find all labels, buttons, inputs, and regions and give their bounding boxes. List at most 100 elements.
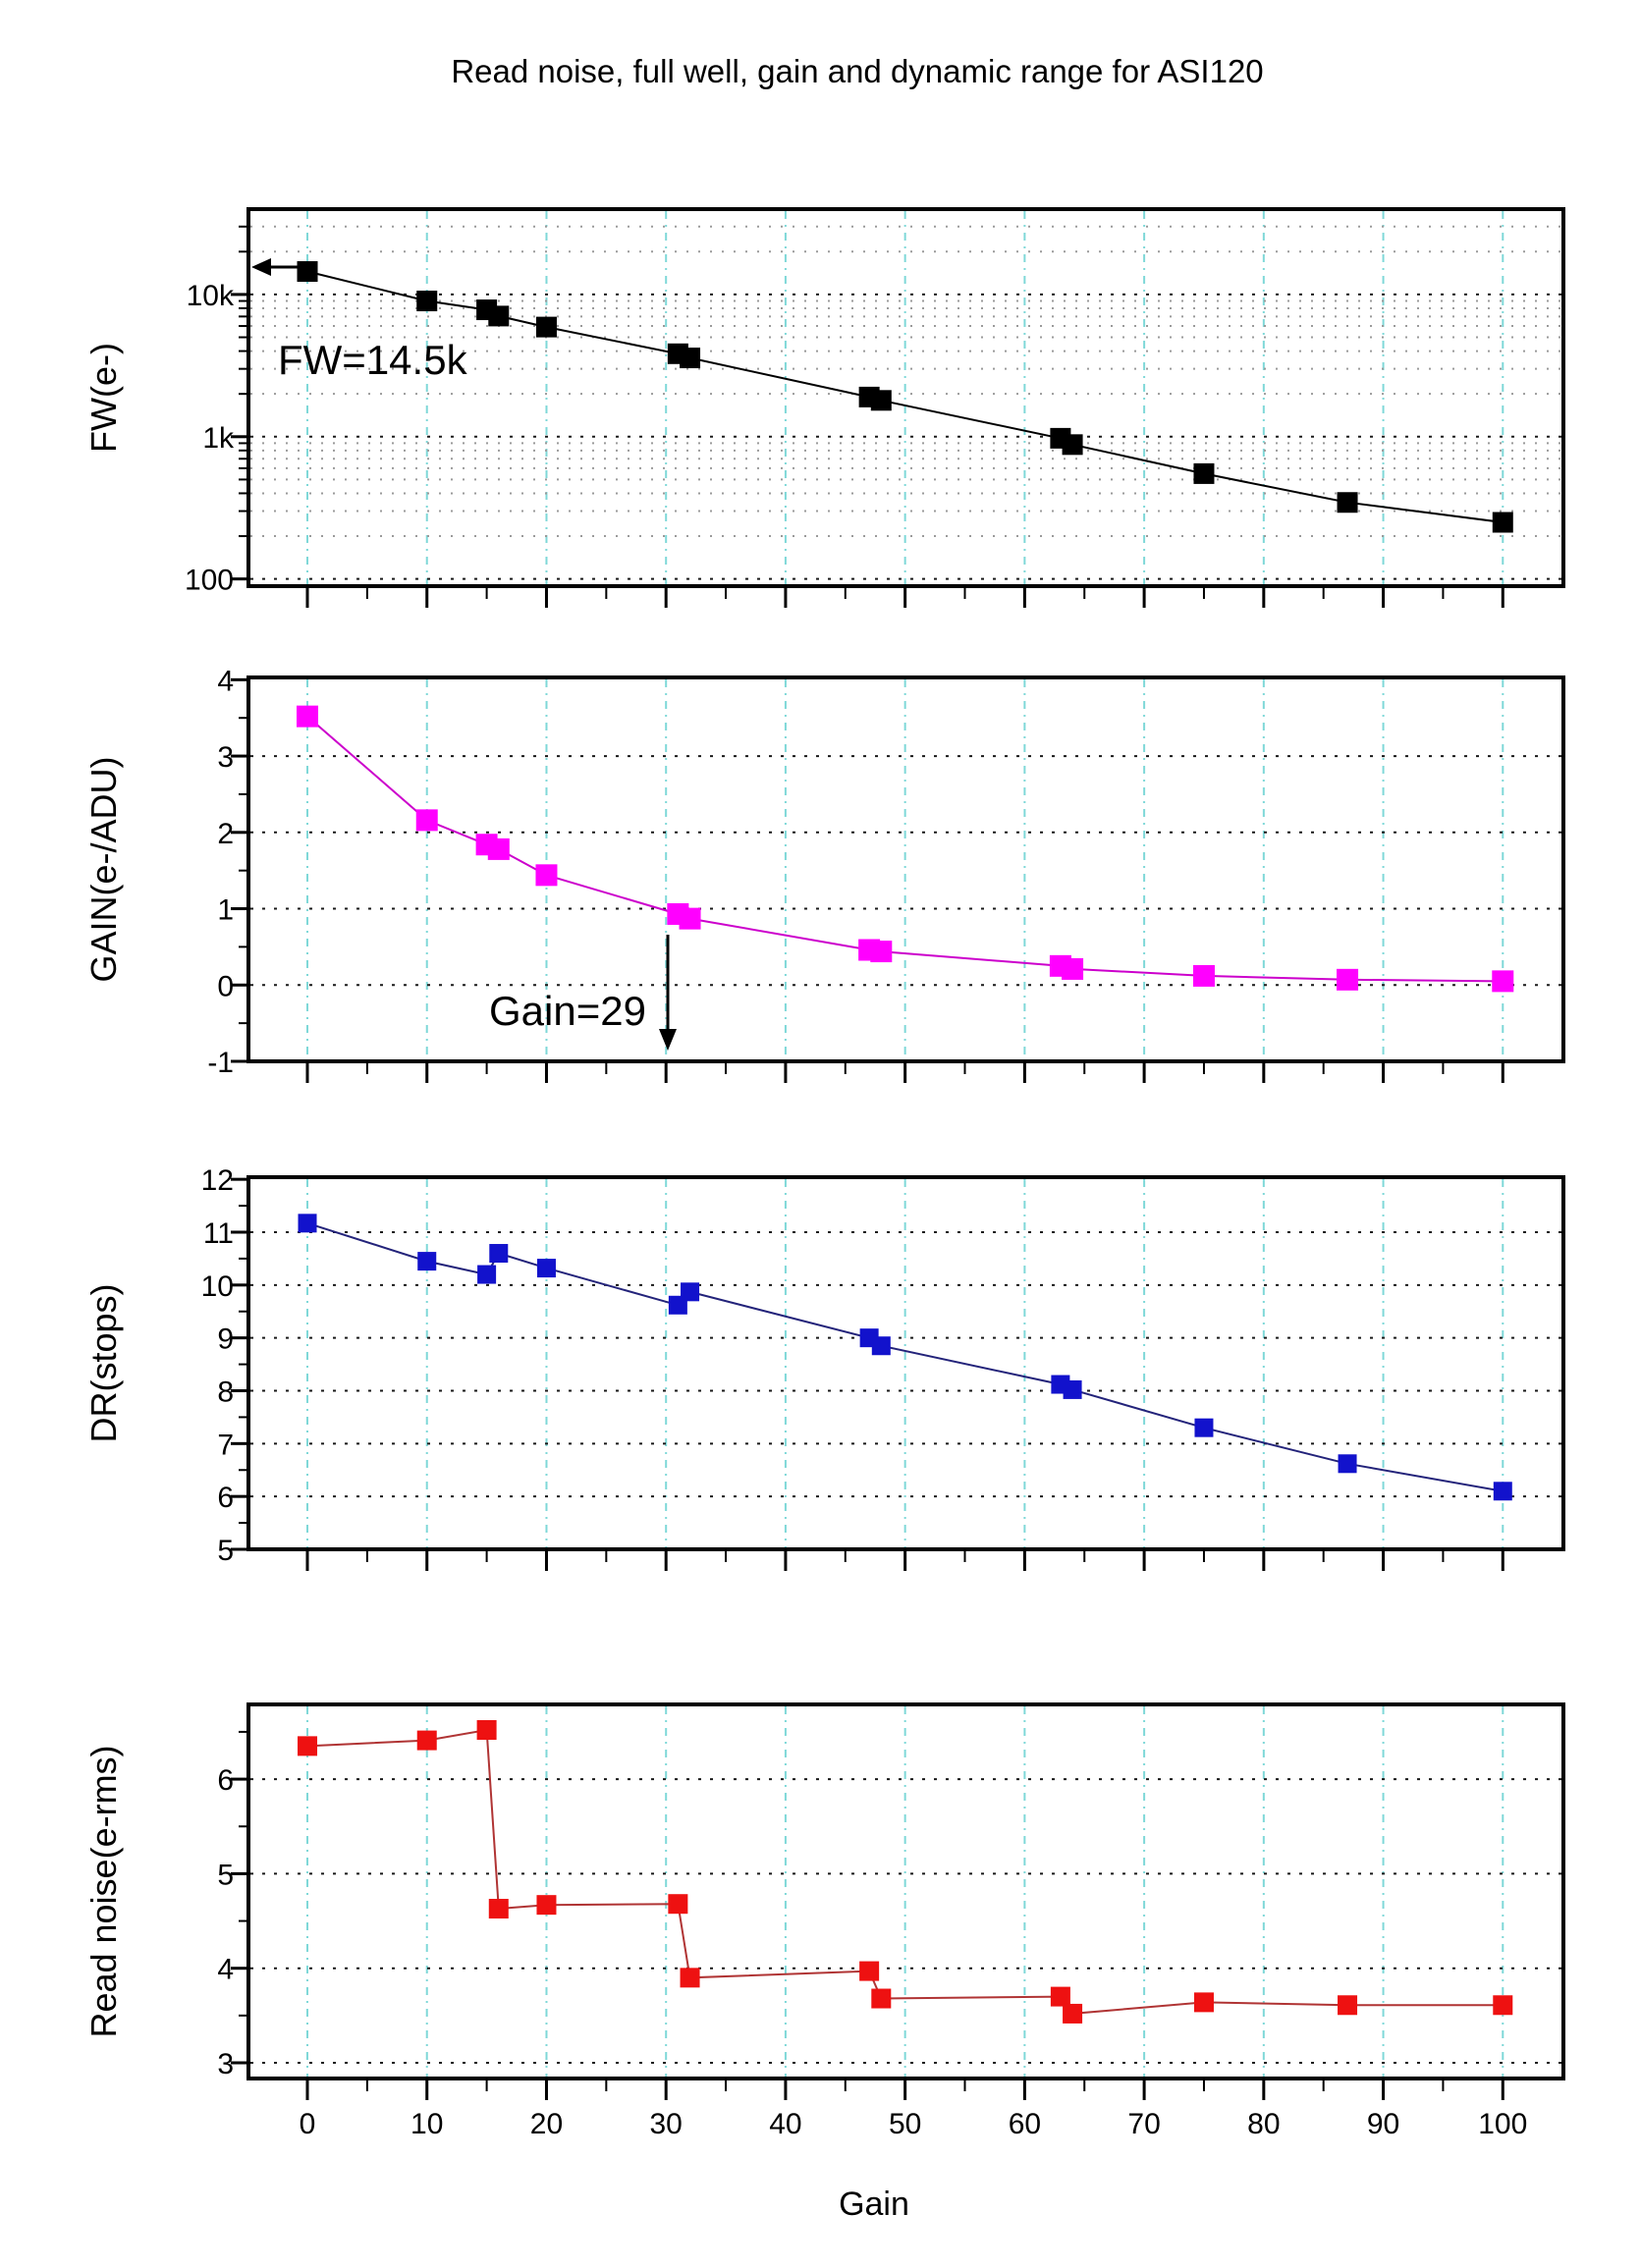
chart-title: Read noise, full well, gain and dynamic … — [451, 53, 1263, 89]
y-tick-label: 100 — [185, 565, 234, 597]
x-axis-title: Gain — [839, 2186, 909, 2223]
data-point — [415, 809, 438, 832]
y-tick-label: 0 — [217, 970, 234, 1002]
data-point — [668, 1894, 688, 1915]
data-point — [870, 941, 893, 963]
y-tick-label: 8 — [217, 1376, 234, 1408]
y-tick-label: 5 — [217, 1535, 234, 1567]
data-point — [871, 1336, 891, 1356]
data-point — [1192, 964, 1215, 987]
data-point — [487, 837, 510, 860]
annotation-text: Gain=29 — [489, 988, 646, 1034]
data-point — [297, 705, 319, 728]
y-tick-label: 1 — [217, 894, 234, 927]
y-tick-label: 9 — [217, 1323, 234, 1356]
y-tick-label: 11 — [203, 1217, 234, 1250]
data-point — [680, 348, 701, 369]
data-point — [679, 907, 701, 930]
y-tick-label: 4 — [217, 1954, 234, 1986]
data-point — [417, 1252, 437, 1271]
y-tick-label: 4 — [217, 665, 234, 697]
data-point — [1492, 512, 1513, 533]
x-tick-label: 100 — [1478, 2108, 1527, 2140]
y-tick-label: 12 — [201, 1164, 234, 1197]
data-point — [1050, 1986, 1070, 2007]
chart-root: Read noise, full well, gain and dynamic … — [83, 53, 1565, 2223]
y-tick-label: -1 — [207, 1047, 234, 1079]
data-point — [1493, 1482, 1512, 1501]
x-tick-label: 60 — [1009, 2108, 1041, 2140]
data-point — [1338, 1454, 1357, 1474]
data-point — [488, 1899, 509, 1919]
y-tick-label: 1k — [202, 422, 235, 455]
data-point — [476, 1720, 497, 1741]
data-point — [298, 1736, 318, 1756]
annotation-text: FW=14.5k — [278, 337, 468, 383]
y-tick-label: 6 — [217, 1764, 234, 1797]
data-point — [1492, 970, 1514, 993]
x-tick-label: 90 — [1367, 2108, 1399, 2140]
data-point — [680, 1968, 700, 1988]
data-point — [859, 1961, 880, 1981]
data-point — [488, 305, 510, 327]
y-tick-label: 3 — [217, 741, 234, 774]
panel-frame — [246, 1702, 1565, 2080]
x-axis: 0 10 20 30 40 50 60 70 80 90 100 Gain — [300, 2108, 1528, 2223]
y-axis-title: DR(stops) — [83, 1283, 124, 1442]
panel-gain: 4 3 2 1 0 -1 GAIN(e-/ADU) Gain=29 — [83, 665, 1565, 1083]
y-axis-title: GAIN(e-/ADU) — [83, 756, 124, 982]
x-tick-label: 40 — [769, 2108, 801, 2140]
y-tick-label: 10k — [187, 280, 235, 312]
x-tick-label: 0 — [300, 2108, 316, 2140]
x-tick-label: 70 — [1127, 2108, 1160, 2140]
data-point — [298, 1214, 317, 1233]
data-point — [477, 1265, 497, 1284]
y-axis-title: Read noise(e-rms) — [83, 1745, 124, 2037]
data-point — [1337, 968, 1359, 991]
panel-dynamic-range: 12 11 10 9 8 7 6 5 DR(stops) — [83, 1164, 1565, 1571]
annotation-arrowhead — [251, 258, 271, 276]
data-point — [536, 1895, 557, 1916]
data-point — [1062, 434, 1083, 456]
y-tick-label: 10 — [201, 1270, 234, 1303]
data-point — [1063, 1379, 1082, 1399]
data-point — [1193, 1992, 1214, 2013]
data-point — [1062, 957, 1084, 980]
y-tick-label: 7 — [217, 1429, 234, 1461]
panel-full-well: 10k 1k 100 FW(e-) FW=14.5k — [83, 207, 1565, 608]
x-tick-label: 10 — [410, 2108, 443, 2140]
data-point — [1338, 1995, 1358, 2016]
data-point — [535, 316, 557, 338]
data-point — [489, 1244, 509, 1264]
data-point — [536, 1259, 556, 1278]
data-point — [416, 1730, 437, 1751]
y-tick-label: 6 — [217, 1482, 234, 1514]
data-point — [681, 1282, 700, 1302]
data-point — [1493, 1995, 1513, 2016]
panel-frame — [246, 675, 1565, 1063]
y-tick-label: 5 — [217, 1859, 234, 1891]
x-tick-label: 80 — [1247, 2108, 1280, 2140]
data-point — [1337, 492, 1358, 513]
y-tick-label: 3 — [217, 2048, 234, 2080]
x-tick-label: 50 — [889, 2108, 921, 2140]
data-point — [535, 864, 558, 887]
annotation-arrowhead — [659, 1029, 677, 1051]
series-line — [306, 1728, 1504, 2015]
data-point — [1193, 462, 1215, 484]
data-point — [1194, 1418, 1214, 1437]
y-axis-title: FW(e-) — [83, 343, 124, 453]
x-tick-label: 30 — [650, 2108, 683, 2140]
panel-read-noise: 6 5 4 3 Read noise(e-rms) — [83, 1702, 1565, 2100]
data-point — [871, 1988, 892, 2009]
data-point — [297, 261, 318, 283]
data-point — [1063, 2003, 1083, 2024]
panel-frame — [246, 1175, 1565, 1551]
panel-frame — [246, 207, 1565, 588]
data-point — [416, 291, 438, 312]
data-point — [870, 390, 892, 411]
y-tick-label: 2 — [217, 818, 234, 850]
x-tick-label: 20 — [530, 2108, 563, 2140]
